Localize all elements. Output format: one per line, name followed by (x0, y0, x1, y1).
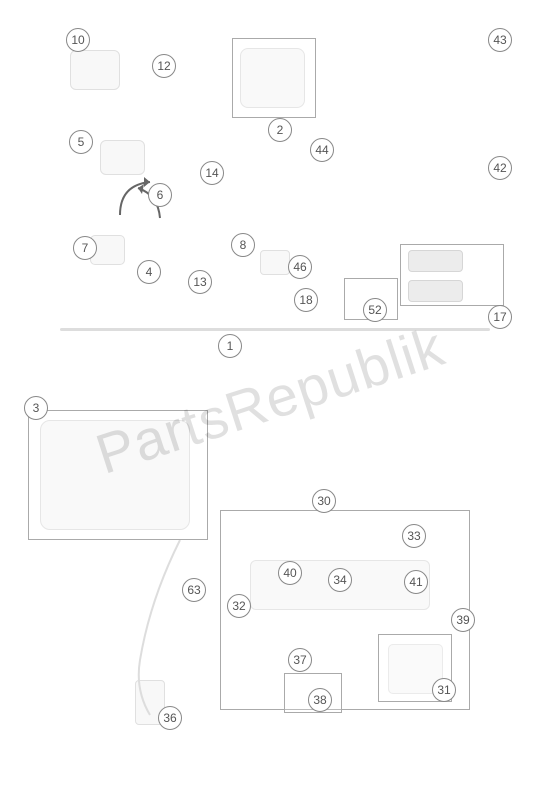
callout-33[interactable]: 33 (402, 524, 426, 548)
callout-46[interactable]: 46 (288, 255, 312, 279)
callout-2[interactable]: 2 (268, 118, 292, 142)
callout-40[interactable]: 40 (278, 561, 302, 585)
callout-12[interactable]: 12 (152, 54, 176, 78)
callout-38[interactable]: 38 (308, 688, 332, 712)
parts-diagram: 1234567810121314171830313233343637383940… (0, 0, 540, 800)
callout-36[interactable]: 36 (158, 706, 182, 730)
callout-7[interactable]: 7 (73, 236, 97, 260)
callout-63[interactable]: 63 (182, 578, 206, 602)
callout-3[interactable]: 3 (24, 396, 48, 420)
sketch-shape (260, 250, 290, 275)
callout-32[interactable]: 32 (227, 594, 251, 618)
callout-17[interactable]: 17 (488, 305, 512, 329)
callout-37[interactable]: 37 (288, 648, 312, 672)
callout-44[interactable]: 44 (310, 138, 334, 162)
callout-34[interactable]: 34 (328, 568, 352, 592)
part-box (232, 38, 316, 118)
callout-5[interactable]: 5 (69, 130, 93, 154)
callout-6[interactable]: 6 (148, 183, 172, 207)
cable-line-icon (130, 540, 210, 720)
callout-8[interactable]: 8 (231, 233, 255, 257)
sketch-shape (70, 50, 120, 90)
callout-31[interactable]: 31 (432, 678, 456, 702)
callout-41[interactable]: 41 (404, 570, 428, 594)
callout-13[interactable]: 13 (188, 270, 212, 294)
callout-14[interactable]: 14 (200, 161, 224, 185)
callout-10[interactable]: 10 (66, 28, 90, 52)
callout-42[interactable]: 42 (488, 156, 512, 180)
callout-4[interactable]: 4 (137, 260, 161, 284)
part-box (400, 244, 504, 306)
callout-39[interactable]: 39 (451, 608, 475, 632)
callout-43[interactable]: 43 (488, 28, 512, 52)
callout-18[interactable]: 18 (294, 288, 318, 312)
handlebar-line (60, 328, 490, 331)
callout-52[interactable]: 52 (363, 298, 387, 322)
callout-30[interactable]: 30 (312, 489, 336, 513)
part-box (28, 410, 208, 540)
callout-1[interactable]: 1 (218, 334, 242, 358)
